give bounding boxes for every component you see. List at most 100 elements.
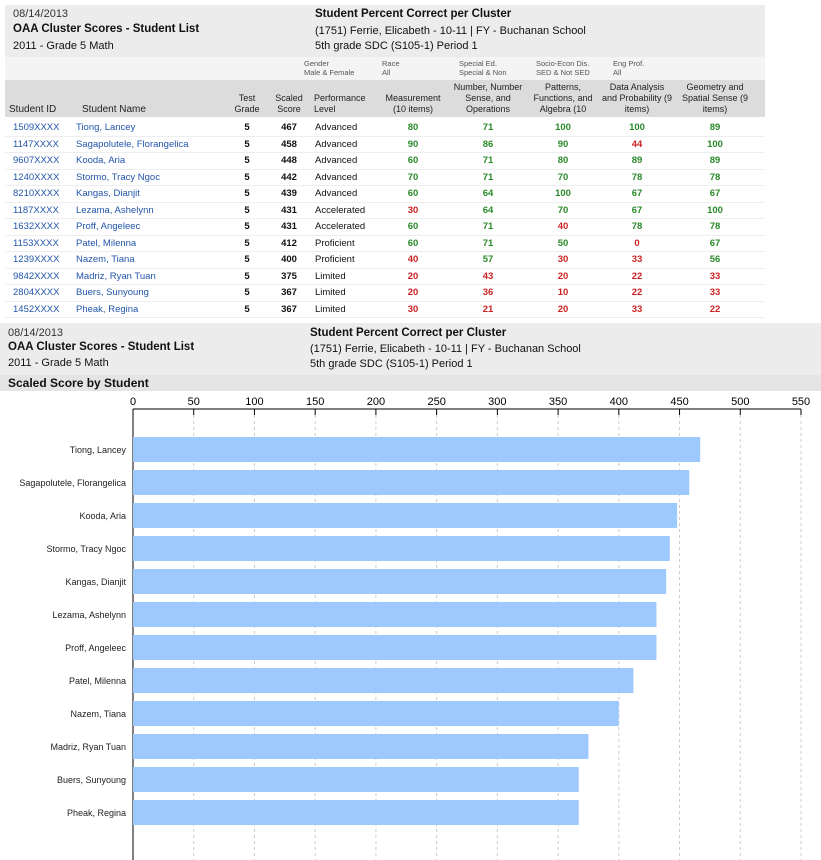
x-tick-label: 50 bbox=[188, 396, 200, 408]
teacher-info: (1751) Ferrie, Elicabeth - 10-11 | FY - … bbox=[315, 25, 586, 37]
table-row: 9607XXXX Kooda, Aria 5 448 Advanced 60 71 80 89 8… bbox=[5, 152, 765, 170]
table-row: 2804XXXX Buers, Sunyoung 5 367 Limited 20 36 10… bbox=[5, 284, 765, 302]
student-id-link[interactable]: 1239XXXX bbox=[13, 254, 60, 265]
student-id-link[interactable]: 9607XXXX bbox=[13, 155, 60, 166]
cluster-score: 21 bbox=[482, 303, 494, 315]
test-grade: 5 bbox=[244, 138, 250, 150]
x-tick-label: 250 bbox=[427, 396, 445, 408]
bar bbox=[133, 503, 678, 528]
cluster-score: 30 bbox=[407, 303, 419, 315]
student-id-link[interactable]: 1187XXXX bbox=[13, 204, 59, 216]
report-subtitle: 2011 - Grade 5 Math bbox=[13, 40, 114, 52]
cluster-score: 33 bbox=[709, 270, 721, 282]
student-name-link[interactable]: Sagapolutele, Florangelica bbox=[76, 138, 189, 150]
filter-socio-econ: Socio-Econ Dis. SED & Not SED bbox=[536, 59, 590, 77]
cluster-score: 89 bbox=[709, 122, 721, 133]
student-name-link[interactable]: Kooda, Aria bbox=[76, 155, 126, 166]
scaled-score: 467 bbox=[281, 122, 297, 133]
test-grade: 5 bbox=[244, 270, 250, 282]
scaled-score: 400 bbox=[281, 254, 297, 265]
student-name-link[interactable]: Pheak, Regina bbox=[76, 303, 139, 315]
col-scaled-score: Scaled Score bbox=[275, 93, 303, 114]
cluster-score: 100 bbox=[629, 122, 645, 133]
cluster-score: 80 bbox=[407, 122, 419, 133]
report-date-2: 08/14/2013 bbox=[8, 327, 64, 339]
performance-level: Accelerated bbox=[315, 221, 366, 232]
cluster-score: 20 bbox=[557, 270, 569, 282]
cluster-score: 78 bbox=[631, 221, 643, 232]
cluster-score: 64 bbox=[482, 204, 494, 216]
student-name-link[interactable]: Stormo, Tracy Ngoc bbox=[76, 171, 160, 183]
col-student-name: Student Name bbox=[82, 104, 146, 115]
scaled-score: 439 bbox=[281, 188, 297, 199]
category-label: Lezama, Ashelynn bbox=[52, 610, 126, 620]
bar bbox=[133, 536, 670, 561]
col-patterns: Patterns, Functions, and Algebra (10 bbox=[533, 82, 593, 114]
cluster-score: 70 bbox=[407, 171, 419, 183]
scaled-score: 458 bbox=[281, 138, 297, 150]
student-id-link[interactable]: 1147XXXX bbox=[13, 138, 59, 150]
cluster-score: 70 bbox=[557, 171, 569, 183]
student-name-link[interactable]: Proff, Angeleec bbox=[76, 221, 141, 232]
cluster-score: 40 bbox=[407, 254, 419, 265]
cluster-score: 56 bbox=[709, 254, 721, 265]
student-id-link[interactable]: 1153XXXX bbox=[13, 237, 59, 249]
student-id-link[interactable]: 1240XXXX bbox=[13, 171, 60, 183]
performance-level: Advanced bbox=[315, 155, 358, 166]
table-row: 9842XXXX Madriz, Ryan Tuan 5 375 Limited 20 43… bbox=[5, 268, 765, 285]
cluster-score: 78 bbox=[631, 171, 643, 183]
section-info: 5th grade SDC (S105-1) Period 1 bbox=[315, 40, 478, 52]
scaled-score: 431 bbox=[281, 221, 297, 232]
table-row: 8210XXXX Kangas, Dianjit 5 439 Advanced 60 64 1… bbox=[5, 185, 765, 203]
cluster-score: 90 bbox=[407, 138, 419, 150]
student-id-link[interactable]: 9842XXXX bbox=[13, 270, 60, 282]
cluster-score: 22 bbox=[709, 303, 721, 315]
cluster-score: 67 bbox=[709, 188, 721, 199]
student-id-link[interactable]: 2804XXXX bbox=[13, 287, 60, 298]
student-id-link[interactable]: 8210XXXX bbox=[13, 188, 60, 199]
test-grade: 5 bbox=[244, 204, 250, 216]
student-id-link[interactable]: 1509XXXX bbox=[13, 122, 60, 133]
filter-eng-prof: Eng Prof. All bbox=[613, 59, 645, 77]
chart-title: Scaled Score by Student bbox=[8, 376, 149, 390]
col-test-grade: Test Grade bbox=[234, 93, 260, 114]
category-label: Buers, Sunyoung bbox=[57, 775, 126, 785]
chart-report-header: 08/14/2013 OAA Cluster Scores - Student … bbox=[0, 323, 821, 375]
cluster-score: 90 bbox=[557, 138, 569, 150]
performance-level: Limited bbox=[315, 270, 346, 282]
student-name-link[interactable]: Nazem, Tiana bbox=[76, 254, 135, 265]
filter-race: Race All bbox=[382, 59, 400, 77]
student-name-link[interactable]: Kangas, Dianjit bbox=[76, 188, 140, 199]
report-header: 08/14/2013 OAA Cluster Scores - Student … bbox=[5, 5, 765, 57]
student-id-link[interactable]: 1632XXXX bbox=[13, 221, 60, 232]
scaled-score: 412 bbox=[281, 237, 297, 249]
student-name-link[interactable]: Madriz, Ryan Tuan bbox=[76, 270, 156, 282]
bar bbox=[133, 437, 701, 462]
performance-level: Advanced bbox=[315, 171, 358, 183]
category-label: Proff, Angeleec bbox=[65, 643, 126, 653]
table-row: 1240XXXX Stormo, Tracy Ngoc 5 442 Advanced 70… bbox=[5, 169, 765, 186]
bar bbox=[133, 767, 579, 792]
table-row: 1187XXXX Lezama, Ashelynn 5 431 Accelerated 3… bbox=[5, 202, 765, 219]
test-grade: 5 bbox=[244, 122, 250, 133]
student-name-link[interactable]: Patel, Milenna bbox=[76, 237, 137, 249]
cluster-score: 78 bbox=[709, 221, 721, 232]
bar bbox=[133, 602, 657, 627]
student-name-link[interactable]: Tiong, Lancey bbox=[76, 122, 136, 133]
student-name-link[interactable]: Buers, Sunyoung bbox=[76, 287, 149, 298]
x-tick-label: 350 bbox=[549, 396, 567, 408]
student-id-link[interactable]: 1452XXXX bbox=[13, 303, 60, 315]
cluster-score: 71 bbox=[482, 171, 494, 183]
table-row: 1153XXXX Patel, Milenna 5 412 Proficient 60 71… bbox=[5, 235, 765, 252]
report-subtitle-2: 2011 - Grade 5 Math bbox=[8, 357, 109, 369]
category-label: Madriz, Ryan Tuan bbox=[50, 742, 126, 752]
scaled-score: 442 bbox=[281, 171, 297, 183]
bar bbox=[133, 734, 589, 759]
cluster-score: 22 bbox=[631, 287, 643, 298]
student-name-link[interactable]: Lezama, Ashelynn bbox=[76, 204, 154, 216]
cluster-score: 60 bbox=[407, 237, 419, 249]
x-tick-label: 150 bbox=[306, 396, 324, 408]
cluster-score: 100 bbox=[555, 188, 571, 199]
cluster-score: 44 bbox=[631, 138, 643, 150]
table-row: 1632XXXX Proff, Angeleec 5 431 Accelerated 60… bbox=[5, 218, 765, 236]
